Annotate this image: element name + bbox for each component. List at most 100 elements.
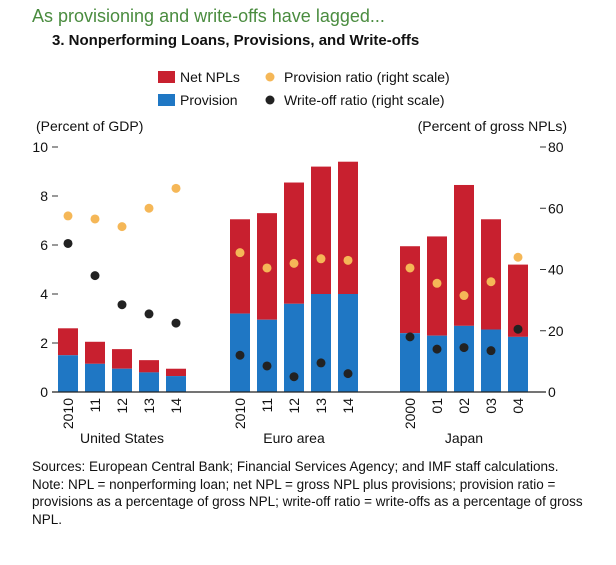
headline: As provisioning and write-offs have lagg… (32, 6, 385, 26)
chart-notes: Sources: European Central Bank; Financia… (32, 458, 592, 528)
dot-writeoff-ratio (405, 332, 415, 342)
right-tick-label: 80 (548, 139, 564, 155)
left-tick-label: 8 (40, 188, 48, 204)
bar-provision (85, 363, 105, 392)
bar-provision (427, 335, 447, 392)
dot-writeoff-ratio (262, 361, 272, 371)
right-tick-label: 60 (548, 200, 564, 216)
bar-net-npl (284, 182, 304, 304)
right-tick-label: 40 (548, 262, 564, 278)
bar-provision (112, 368, 132, 392)
legend-label-writeoff_ratio: Write-off ratio (right scale) (284, 92, 445, 108)
bar-provision (338, 294, 358, 392)
bar-net-npl (166, 368, 186, 377)
dot-provision-ratio (459, 291, 469, 301)
dot-writeoff-ratio (432, 344, 442, 354)
bar-net-npl (112, 349, 132, 369)
bar-net-npl (58, 328, 78, 356)
dot-writeoff-ratio (63, 238, 73, 248)
dot-writeoff-ratio (117, 300, 127, 310)
dot-provision-ratio (316, 254, 326, 264)
bar-net-npl (508, 264, 528, 337)
left-tick-label: 6 (40, 237, 48, 253)
bar-net-npl (139, 360, 159, 373)
category-label: 11 (259, 398, 275, 413)
legend-label-provision: Provision (180, 92, 238, 108)
dot-writeoff-ratio (513, 324, 523, 334)
left-tick-label: 2 (40, 335, 48, 351)
dot-writeoff-ratio (235, 350, 245, 360)
category-label: 13 (313, 398, 329, 414)
category-label: 02 (456, 398, 472, 414)
category-label: 14 (168, 398, 184, 414)
dot-writeoff-ratio (144, 309, 154, 319)
bar-provision (481, 329, 501, 392)
group-label: Euro area (263, 430, 325, 446)
category-label: 14 (340, 398, 356, 414)
dot-writeoff-ratio (486, 346, 496, 356)
category-label: 13 (141, 398, 157, 414)
legend-swatch-net_npl (158, 71, 175, 83)
dot-provision-ratio (432, 278, 442, 288)
category-label: 12 (286, 398, 302, 414)
bar-provision (166, 376, 186, 392)
dot-provision-ratio (63, 211, 73, 221)
group-label: Japan (445, 430, 483, 446)
bar-net-npl (481, 219, 501, 330)
bar-provision (257, 319, 277, 392)
left-tick-label: 4 (40, 286, 48, 302)
right-tick-label: 0 (548, 384, 556, 400)
dot-provision-ratio (513, 252, 523, 262)
dot-provision-ratio (235, 248, 245, 258)
bar-provision (284, 303, 304, 392)
left-tick-label: 10 (32, 139, 48, 155)
legend-label-provision_ratio: Provision ratio (right scale) (284, 69, 450, 85)
bar-net-npl (85, 341, 105, 364)
legend-swatch-writeoff_ratio (265, 95, 275, 105)
left-tick-label: 0 (40, 384, 48, 400)
definitions-note: Note: NPL = nonperforming loan; net NPL … (32, 476, 583, 527)
dot-writeoff-ratio (289, 372, 299, 382)
sources-note: Sources: European Central Bank; Financia… (32, 459, 559, 474)
bar-provision (400, 333, 420, 392)
dot-provision-ratio (262, 263, 272, 273)
bar-provision (139, 372, 159, 392)
bar-net-npl (311, 166, 331, 294)
dot-writeoff-ratio (171, 318, 181, 328)
dot-provision-ratio (486, 277, 496, 287)
category-label: 04 (510, 398, 526, 414)
right-tick-label: 20 (548, 323, 564, 339)
category-label: 2010 (60, 398, 76, 429)
chart-title: 3. Nonperforming Loans, Provisions, and … (52, 32, 420, 49)
dot-writeoff-ratio (90, 271, 100, 281)
dot-provision-ratio (171, 183, 181, 193)
dot-writeoff-ratio (316, 358, 326, 368)
dot-provision-ratio (117, 222, 127, 232)
category-label: 2010 (232, 398, 248, 429)
legend-swatch-provision_ratio (265, 72, 275, 82)
category-label: 11 (87, 398, 103, 413)
dot-writeoff-ratio (343, 369, 353, 379)
right-axis-label: (Percent of gross NPLs) (418, 118, 567, 134)
dot-provision-ratio (405, 263, 415, 273)
legend-label-net_npl: Net NPLs (180, 69, 240, 85)
chart: Net NPLs Provision ratio (right scale) Pro… (32, 69, 567, 446)
category-label: 01 (429, 398, 445, 414)
category-label: 2000 (402, 398, 418, 429)
legend-swatch-provision (158, 94, 175, 106)
dot-provision-ratio (144, 203, 154, 213)
bar-net-npl (338, 161, 358, 294)
dot-provision-ratio (343, 255, 353, 265)
bar-provision (58, 355, 78, 392)
group-label: United States (80, 430, 164, 446)
bar-provision (454, 325, 474, 392)
dot-provision-ratio (289, 258, 299, 268)
bar-net-npl (400, 246, 420, 334)
category-label: 12 (114, 398, 130, 414)
bar-provision (311, 294, 331, 392)
category-label: 03 (483, 398, 499, 414)
bar-provision (508, 336, 528, 392)
dot-provision-ratio (90, 214, 100, 224)
dot-writeoff-ratio (459, 343, 469, 353)
bar-net-npl (454, 184, 474, 326)
